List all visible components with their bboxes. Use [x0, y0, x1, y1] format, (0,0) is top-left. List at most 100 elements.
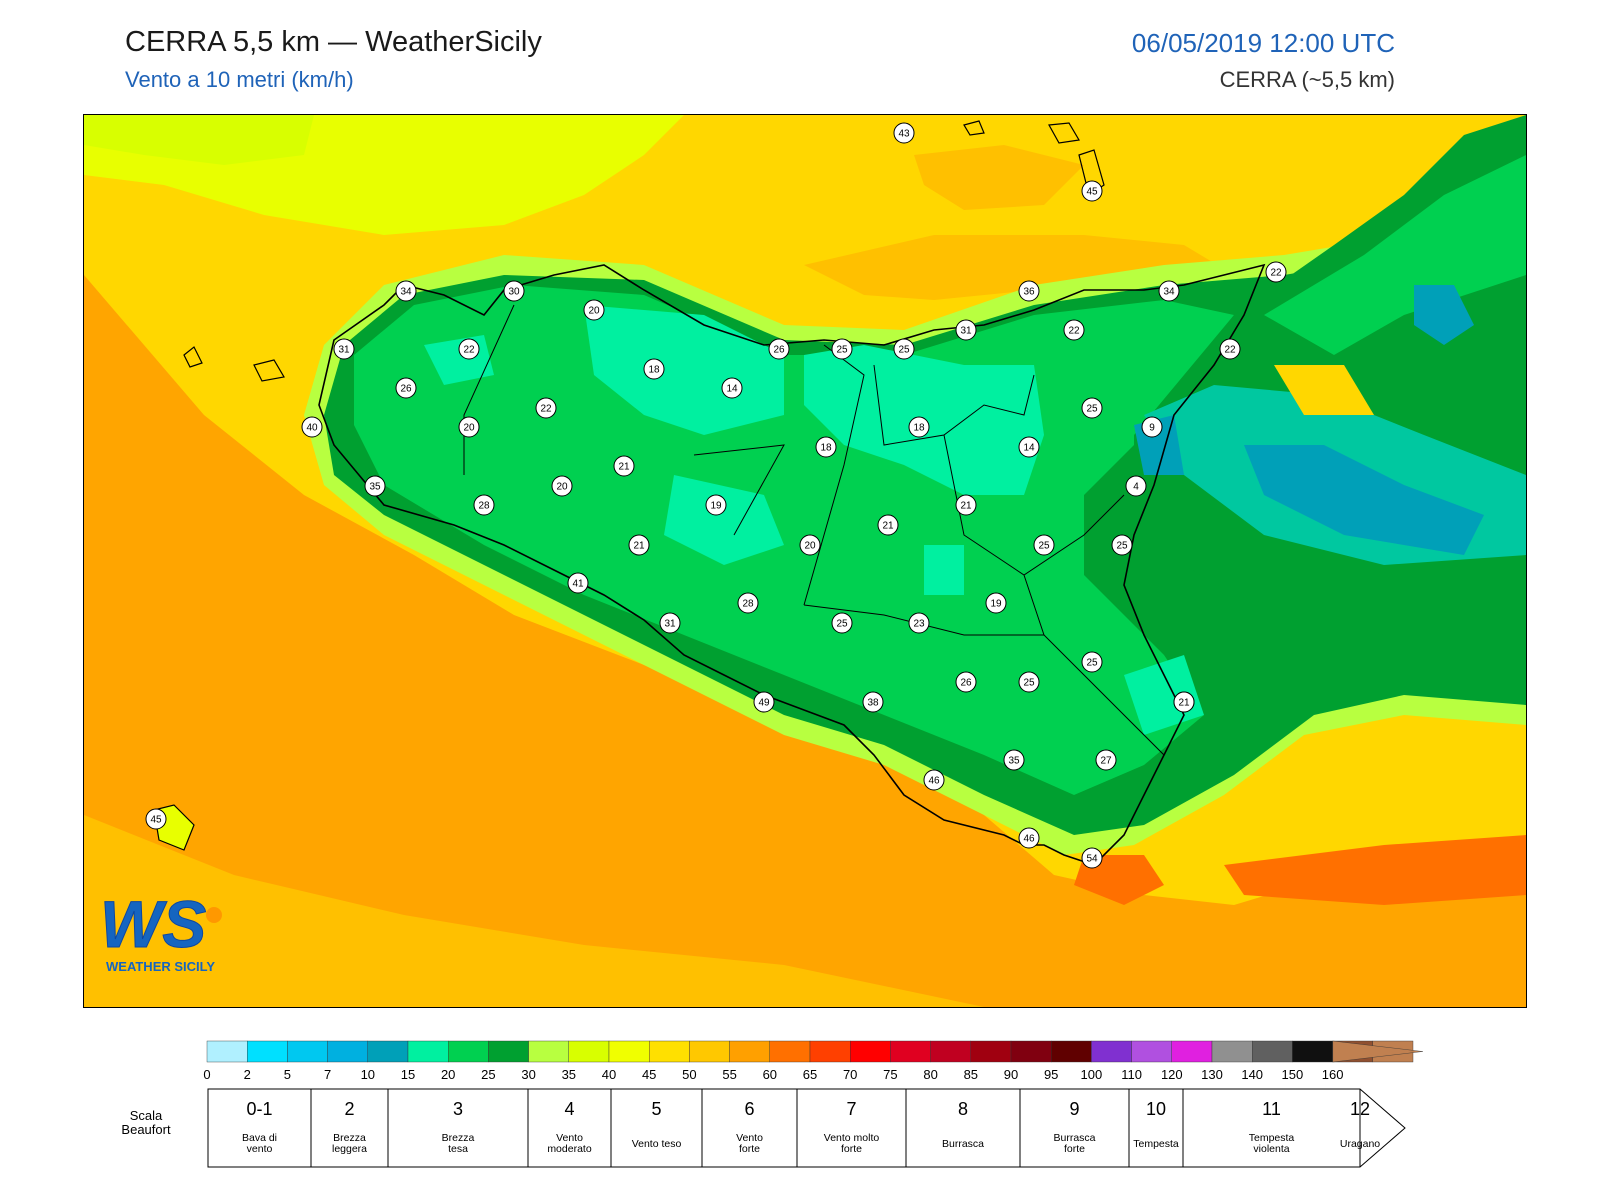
colorbar-tick-label: 80 [923, 1067, 937, 1082]
beaufort-number: 6 [744, 1099, 754, 1119]
station-circle [1018, 671, 1040, 693]
beaufort-number: 9 [1069, 1099, 1079, 1119]
colorbar-swatch [367, 1040, 409, 1063]
beaufort-number: 8 [958, 1099, 968, 1119]
colorbar-tick-label: 50 [682, 1067, 696, 1082]
station-marker: 26 [768, 338, 790, 360]
station-circle [1173, 691, 1195, 713]
station-value: 22 [463, 345, 475, 356]
station-value: 25 [898, 345, 910, 356]
station-circle [1081, 847, 1103, 869]
station-circle [1111, 534, 1133, 556]
beaufort-number: 5 [651, 1099, 661, 1119]
station-marker: 28 [473, 494, 495, 516]
colorbar-swatch [568, 1040, 610, 1063]
station-circle [1018, 280, 1040, 302]
beaufort-label: Scala [130, 1108, 163, 1123]
station-value: 25 [1038, 541, 1050, 552]
station-circle [955, 671, 977, 693]
field-55-60-south [84, 275, 1526, 1007]
station-marker: 20 [799, 534, 821, 556]
station-value: 22 [540, 404, 552, 415]
station-circle [1018, 436, 1040, 458]
station-circle [1081, 397, 1103, 419]
wind-field-svg: 43 45 34 30 20 31 22 26 18 14 26 25 25 31 36 22 34 22 22 40… [84, 115, 1526, 1007]
field-65-70-s [1074, 855, 1164, 905]
colorbar-tick-label: 25 [481, 1067, 495, 1082]
colorbar-tick-label: 95 [1044, 1067, 1058, 1082]
island-salina [1048, 122, 1080, 144]
colorbar-tick-label: 45 [642, 1067, 656, 1082]
beaufort-number: 11 [1262, 1099, 1281, 1119]
colorbar-arrow [1332, 1040, 1423, 1063]
station-circle [705, 494, 727, 516]
logo-ws: WS [100, 887, 206, 961]
station-marker: 22 [1219, 338, 1241, 360]
colorbar-tick-label: 30 [521, 1067, 535, 1082]
station-value: 46 [1023, 834, 1035, 845]
station-marker: 22 [1063, 319, 1085, 341]
station-value: 20 [804, 541, 816, 552]
station-circle [535, 397, 557, 419]
beaufort-name: forte [739, 1143, 760, 1155]
station-value: 4 [1133, 482, 1139, 493]
colorbar-swatch [1211, 1040, 1253, 1063]
sicily-coastline [318, 263, 1266, 866]
colorbar-swatch [448, 1040, 489, 1063]
colorbar-tick-label: 5 [284, 1067, 291, 1082]
station-value: 14 [1023, 443, 1035, 454]
station-marker: 35 [1003, 749, 1025, 771]
station-circle [1141, 416, 1163, 438]
station-marker: 43 [893, 122, 915, 144]
colorbar-swatch [689, 1040, 730, 1063]
colorbar-ticks: 0 2 5 7 10 15 20 25 30 35 40 45 50 55 60 65 70 75 80 85 90 95… [203, 1067, 1343, 1082]
weathersicily-logo: WS WEATHER SICILY [96, 885, 256, 985]
province-borders [463, 304, 1165, 756]
field-35-40-nw [84, 115, 314, 165]
beaufort-name: Vento [736, 1132, 763, 1144]
station-marker: 30 [503, 280, 525, 302]
station-circle [831, 338, 853, 360]
colorbar-tick-label: 20 [441, 1067, 455, 1082]
station-marker: 31 [955, 319, 977, 341]
colorbar-tick-label: 2 [244, 1067, 251, 1082]
beaufort-frame [207, 1088, 1406, 1168]
beaufort-name: forte [841, 1143, 862, 1155]
station-marker: 25 [1111, 534, 1133, 556]
station-marker: 21 [955, 494, 977, 516]
field-7-10-ionian [1244, 445, 1484, 555]
beaufort-name: violenta [1253, 1143, 1289, 1155]
colorbar-swatch [206, 1040, 248, 1063]
station-marker: 14 [721, 377, 743, 399]
station-marker: 49 [753, 691, 775, 713]
colorbar-swatch [649, 1040, 690, 1063]
station-value: 20 [556, 482, 568, 493]
station-marker: 18 [815, 436, 837, 458]
station-circle [768, 338, 790, 360]
station-circle [145, 808, 167, 830]
beaufort-name: Bava di [242, 1132, 277, 1144]
station-value: 36 [1023, 287, 1035, 298]
colorbar-swatch [809, 1040, 851, 1063]
station-circle [1018, 827, 1040, 849]
station-circle [1063, 319, 1085, 341]
beaufort-name: Brezza [442, 1132, 475, 1144]
station-circle [503, 280, 525, 302]
station-circle [923, 769, 945, 791]
colorbar-swatch [1171, 1040, 1213, 1063]
beaufort-name: Vento teso [632, 1138, 682, 1150]
colorbar-tick-label: 0 [203, 1067, 210, 1082]
station-value: 25 [1086, 658, 1098, 669]
beaufort-name: Uragano [1340, 1138, 1380, 1150]
station-value: 23 [913, 619, 925, 630]
field-20-25-ne [1264, 155, 1526, 355]
beaufort-class: 8 Burrasca [942, 1099, 984, 1150]
colorbar-swatch [930, 1040, 971, 1063]
station-circle [551, 475, 573, 497]
station-circle [1125, 475, 1147, 497]
colorbar-tick-label: 55 [722, 1067, 736, 1082]
station-value: 28 [478, 501, 490, 512]
beaufort-name: Tempesta [1133, 1138, 1179, 1150]
